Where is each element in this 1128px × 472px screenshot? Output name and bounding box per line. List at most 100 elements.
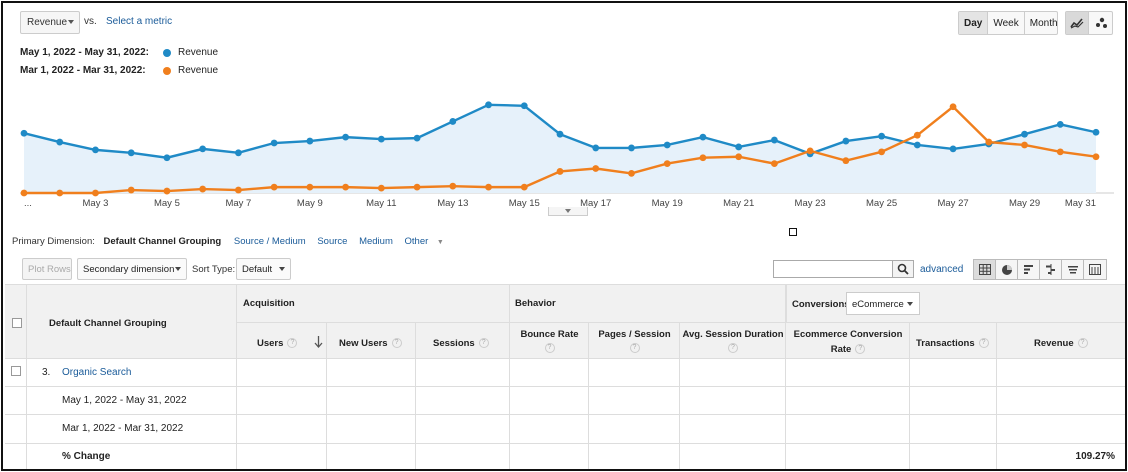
data-point[interactable] [449, 182, 457, 190]
data-point[interactable] [306, 183, 314, 191]
day-button[interactable]: Day [959, 12, 989, 34]
help-icon[interactable]: ? [544, 343, 555, 353]
help-icon[interactable]: ? [728, 343, 738, 353]
data-point[interactable] [842, 137, 850, 145]
motion-chart-icon[interactable] [1089, 12, 1112, 34]
sort-type-select[interactable]: Default [236, 258, 291, 280]
bounce-rate-header[interactable]: Bounce Rate? [510, 329, 589, 353]
data-point[interactable] [735, 143, 743, 151]
data-point[interactable] [1021, 141, 1028, 149]
data-point[interactable] [628, 144, 635, 152]
data-point[interactable] [342, 133, 349, 141]
help-icon[interactable]: ? [1077, 338, 1088, 349]
help-icon[interactable]: ? [855, 344, 866, 355]
transactions-header[interactable]: Transactions? [916, 338, 989, 349]
data-point[interactable] [377, 184, 385, 192]
help-icon[interactable]: ? [629, 343, 640, 353]
data-point[interactable] [270, 183, 278, 191]
data-point[interactable] [628, 170, 635, 177]
chart-collapse-handle[interactable] [548, 207, 588, 216]
help-icon[interactable]: ? [978, 338, 989, 349]
data-point[interactable] [878, 132, 885, 140]
bar-view-icon[interactable] [1018, 260, 1040, 279]
dimension-header[interactable]: Default Channel Grouping [49, 318, 167, 329]
data-point[interactable] [699, 133, 707, 141]
users-header[interactable]: Users? [257, 338, 298, 349]
data-point[interactable] [485, 101, 492, 109]
avg-duration-header[interactable]: Avg. Session Duration? [680, 329, 786, 353]
data-point[interactable] [520, 102, 528, 110]
help-icon[interactable]: ? [391, 338, 402, 349]
data-point[interactable] [1056, 148, 1064, 156]
data-point[interactable] [1092, 153, 1100, 161]
data-point[interactable] [771, 136, 778, 144]
comparison-view-icon[interactable] [1040, 260, 1062, 279]
data-point[interactable] [127, 186, 135, 194]
term-cloud-view-icon[interactable] [1062, 260, 1084, 279]
new-users-header[interactable]: New Users? [339, 338, 402, 349]
help-icon[interactable]: ? [478, 338, 489, 349]
dimension-link-source-medium[interactable]: Source / Medium [233, 236, 306, 247]
data-point[interactable] [985, 138, 993, 146]
data-point[interactable] [235, 186, 242, 194]
data-point[interactable] [663, 141, 671, 149]
sessions-header[interactable]: Sessions? [433, 338, 489, 349]
data-point[interactable] [556, 168, 564, 175]
data-point[interactable] [377, 135, 385, 143]
data-point[interactable] [592, 165, 600, 172]
data-point[interactable] [592, 144, 600, 152]
sort-down-arrow-icon[interactable] [314, 336, 323, 348]
data-point[interactable] [20, 189, 28, 197]
week-button[interactable]: Week [988, 12, 1025, 34]
data-point[interactable] [1021, 130, 1028, 138]
pivot-view-icon[interactable] [1084, 260, 1106, 279]
line-chart-icon[interactable] [1066, 12, 1090, 34]
data-point[interactable] [913, 131, 921, 139]
data-point[interactable] [663, 160, 671, 167]
search-button[interactable] [892, 260, 914, 278]
data-point[interactable] [949, 145, 957, 153]
data-point[interactable] [199, 185, 207, 193]
data-point[interactable] [20, 129, 28, 137]
help-icon[interactable]: ? [287, 338, 298, 349]
table-view-icon[interactable] [974, 260, 996, 279]
data-point[interactable] [413, 134, 421, 142]
data-point[interactable] [199, 145, 207, 153]
data-point[interactable] [1056, 121, 1064, 128]
row-checkbox[interactable] [11, 366, 21, 376]
dimension-link-source[interactable]: Source [317, 236, 348, 247]
data-point[interactable] [520, 183, 528, 191]
data-point[interactable] [1092, 128, 1100, 136]
data-point[interactable] [56, 189, 64, 197]
ecom-rate-header[interactable]: Ecommerce Conversion Rate? [786, 329, 910, 355]
data-point[interactable] [485, 183, 492, 191]
data-point[interactable] [449, 118, 457, 125]
data-point[interactable] [92, 146, 99, 154]
data-point[interactable] [342, 183, 349, 191]
row-channel-link[interactable]: Organic Search [62, 367, 132, 378]
data-point[interactable] [163, 154, 171, 162]
data-point[interactable] [127, 149, 135, 157]
plot-rows-button[interactable]: Plot Rows [22, 258, 72, 280]
advanced-filter-link[interactable]: advanced [920, 264, 964, 275]
table-search-input[interactable] [773, 260, 893, 278]
data-point[interactable] [163, 187, 171, 195]
data-point[interactable] [413, 183, 421, 191]
data-point[interactable] [735, 153, 743, 161]
data-point[interactable] [949, 103, 957, 111]
data-point[interactable] [56, 138, 64, 146]
dimension-other-dropdown[interactable]: Other ▼ [405, 236, 450, 247]
conversions-select[interactable]: eCommerce [846, 292, 920, 315]
metric-select[interactable]: Revenue [20, 11, 80, 34]
month-button[interactable]: Month [1029, 18, 1058, 29]
pages-session-header[interactable]: Pages / Session? [589, 329, 680, 353]
revenue-header[interactable]: Revenue? [1034, 338, 1088, 349]
data-point[interactable] [235, 149, 242, 157]
data-point[interactable] [306, 137, 314, 145]
data-point[interactable] [878, 148, 885, 156]
secondary-dimension-select[interactable]: Secondary dimension [77, 258, 187, 280]
select-all-checkbox[interactable] [12, 318, 22, 328]
pie-view-icon[interactable] [996, 260, 1018, 279]
data-point[interactable] [92, 189, 99, 197]
data-point[interactable] [699, 154, 707, 162]
